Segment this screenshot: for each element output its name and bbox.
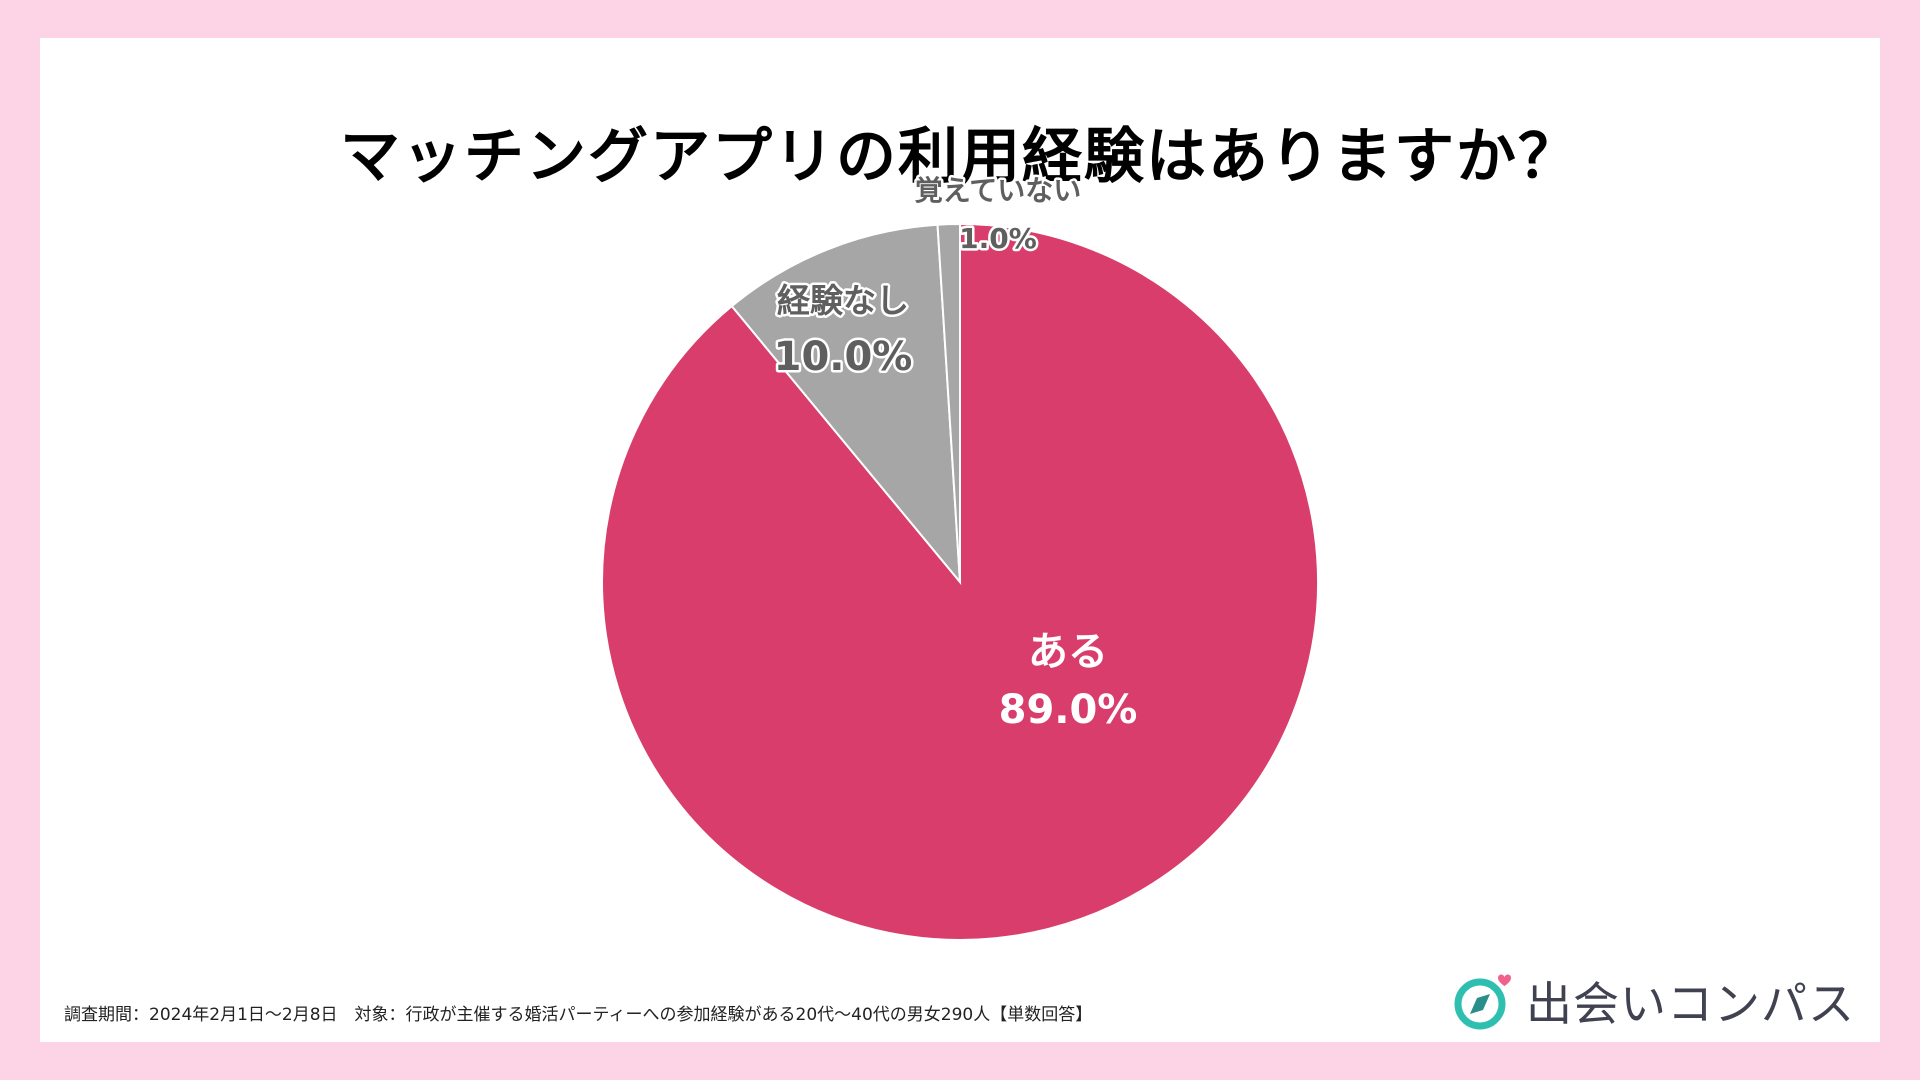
slice-label-aru: ある [1028,629,1108,675]
slice-value-aru: 89.0% [999,687,1138,733]
survey-footnote: 調査期間：2024年2月1日〜2月8日 対象：行政が主催する婚活パーティーへの参… [64,1005,1093,1025]
chart-title: マッチングアプリの利用経験はありますか？ [340,122,1580,192]
compass-heart-icon [1454,974,1511,1030]
slice-label-oboeteinai: 覚えていない [915,174,1082,207]
brand-logo: 出会いコンパス [1450,968,1855,1034]
slice-oboeteinai [936,222,961,583]
slice-label-keiken-nashi: 経験なし [777,281,909,320]
slice-value-oboeteinai: 1.0% [959,222,1037,255]
slice-keiken-nashi [730,223,962,586]
logo-text: 出会いコンパス [1526,977,1855,1031]
slice-value-keiken-nashi: 10.0% [774,334,913,380]
